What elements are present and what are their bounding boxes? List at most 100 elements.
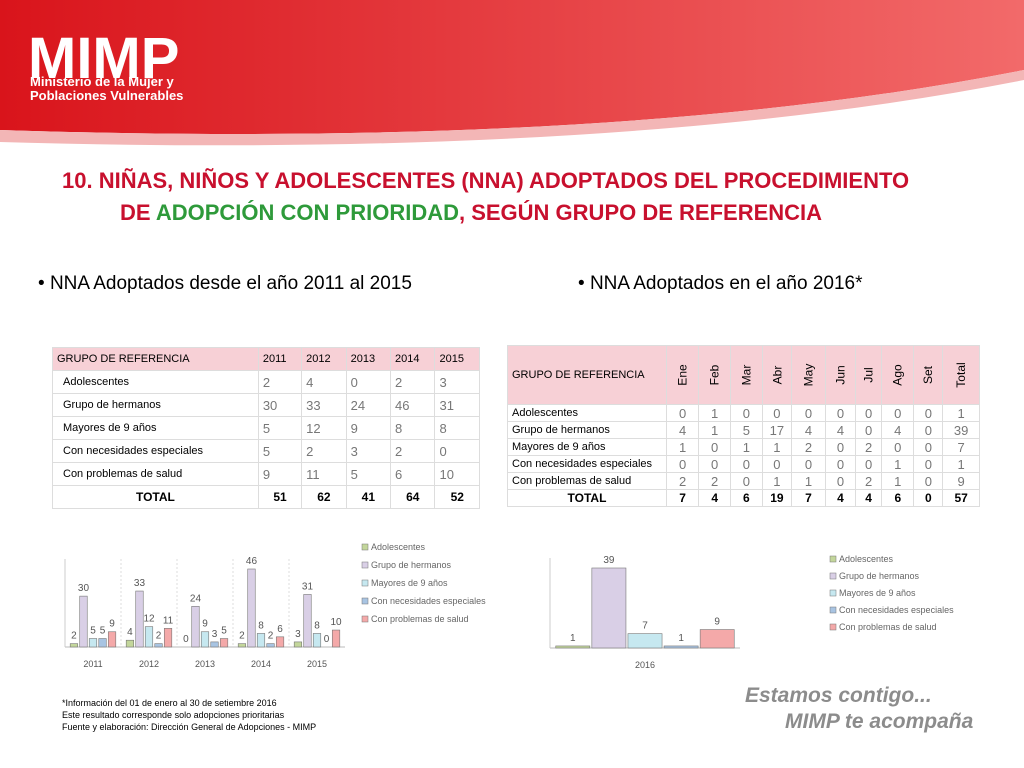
table-row: Con necesidades especiales 0 0 0 0 0 0 0 1 0 1 xyxy=(507,455,980,473)
data-label: 10 xyxy=(330,617,342,628)
header-text: Ene xyxy=(675,364,690,386)
value-cell: 1 xyxy=(942,455,980,473)
value-cell: 8 xyxy=(434,416,480,440)
slogan: Estamos contigo... xyxy=(745,684,932,707)
value-cell: 3 xyxy=(345,439,392,463)
value-cell: 0 xyxy=(913,472,944,490)
bar xyxy=(98,638,107,648)
bar xyxy=(88,638,98,648)
value-cell: 7 xyxy=(791,489,826,507)
data-label: 0 xyxy=(183,634,189,645)
bar xyxy=(256,633,266,648)
bar xyxy=(247,568,256,648)
chart: 2016 1 39 7 1 9 Adolescentes Grupo de hermanos M… xyxy=(549,554,954,670)
value-cell: 6 xyxy=(881,489,915,507)
value-cell: 0 xyxy=(855,421,883,439)
legend-label: Con necesidades especiales xyxy=(839,605,954,615)
header-cell: Set xyxy=(913,345,944,405)
value-cell: 64 xyxy=(390,485,436,509)
label-cell: Mayores de 9 años xyxy=(507,438,667,456)
value-cell: 1 xyxy=(698,404,731,422)
header-row: GRUPO DE REFERENCIA 2011 2012 2013 2014 2015 xyxy=(52,347,480,371)
value-cell: 4 xyxy=(824,489,857,507)
data-label: 7 xyxy=(642,621,648,632)
legend-swatch xyxy=(361,579,369,587)
header-text: Mar xyxy=(739,364,754,386)
label-cell: Grupo de hermanos xyxy=(52,393,259,417)
value-cell: 46 xyxy=(390,393,436,417)
legend-label: Con necesidades especiales xyxy=(371,596,486,606)
value-cell: 0 xyxy=(729,472,763,490)
x-tick-label: 2016 xyxy=(635,660,655,670)
data-label: 2 xyxy=(71,631,77,642)
bar xyxy=(303,594,312,648)
legend-label: Adolescentes xyxy=(839,554,894,564)
header-text: 2015 xyxy=(439,353,464,365)
value-cell: 5 xyxy=(257,416,303,440)
logo: MIMP xyxy=(28,26,179,91)
value-cell: 0 xyxy=(729,455,763,473)
footnote: Fuente y elaboración: Dirección General … xyxy=(62,722,317,732)
label-cell: Con problemas de salud xyxy=(507,472,667,490)
value-cell: 19 xyxy=(761,489,793,507)
data-label: 6 xyxy=(277,624,283,635)
data-label: 9 xyxy=(109,619,115,630)
bar xyxy=(125,639,135,648)
header-text: Total xyxy=(954,362,969,388)
value-cell: 0 xyxy=(913,404,944,422)
bar xyxy=(107,631,117,648)
header-cell: Total xyxy=(942,345,980,405)
value-cell: 1 xyxy=(698,421,731,439)
value-cell: 9 xyxy=(942,472,980,490)
header-text: 2013 xyxy=(350,353,376,365)
data-label: 5 xyxy=(221,626,227,637)
bar xyxy=(219,638,229,648)
title-text: DE xyxy=(120,200,156,225)
header-text: Jul xyxy=(861,367,876,383)
legend-label: Adolescentes xyxy=(371,542,426,552)
header-text: Feb xyxy=(707,364,722,386)
header-cell: Jul xyxy=(855,345,883,405)
x-tick-label: 2014 xyxy=(251,659,271,669)
value-cell: 0 xyxy=(345,370,392,394)
header-text: 2014 xyxy=(395,353,420,365)
value-cell: 9 xyxy=(257,462,303,486)
data-label: 24 xyxy=(190,593,202,604)
value-cell: 0 xyxy=(913,455,944,473)
table-row: Con necesidades especiales 5 2 3 2 0 xyxy=(52,439,480,463)
footnote: *Información del 01 de enero al 30 de se… xyxy=(62,698,277,708)
header-text: May xyxy=(801,363,816,387)
bar xyxy=(663,645,699,649)
header-cell: 2014 xyxy=(390,347,436,371)
table-row: Con problemas de salud 2 2 0 1 1 0 2 1 0 9 xyxy=(507,472,980,490)
x-tick-label: 2012 xyxy=(139,659,159,669)
value-cell: 0 xyxy=(665,404,700,422)
value-cell: 0 xyxy=(855,455,883,473)
value-cell: 51 xyxy=(257,485,303,509)
value-cell: 11 xyxy=(301,462,347,486)
value-cell: 6 xyxy=(390,462,436,486)
value-cell: 5 xyxy=(345,462,392,486)
legend-label: Grupo de hermanos xyxy=(839,571,920,581)
value-cell: 2 xyxy=(698,472,731,490)
value-cell: 0 xyxy=(698,455,731,473)
value-cell: 0 xyxy=(698,438,731,456)
title-line: DE ADOPCIÓN CON PRIORIDAD, SEGÚN GRUPO D… xyxy=(120,200,909,226)
footnotes: *Información del 01 de enero al 30 de se… xyxy=(62,697,316,733)
header-cell: Feb xyxy=(698,345,731,405)
value-cell: 24 xyxy=(345,393,392,417)
value-cell: 41 xyxy=(345,485,392,509)
value-cell: 2 xyxy=(855,438,883,456)
value-cell: 1 xyxy=(942,404,980,422)
table-row: Con problemas de salud 9 11 5 6 10 xyxy=(52,462,480,486)
value-cell: 1 xyxy=(791,472,826,490)
value-cell: 10 xyxy=(434,462,480,486)
value-cell: 0 xyxy=(881,438,915,456)
legend-swatch xyxy=(829,606,837,614)
value-cell: 4 xyxy=(881,421,915,439)
header-text: Jun xyxy=(833,365,848,385)
value-cell: 0 xyxy=(913,438,944,456)
data-label: 5 xyxy=(100,626,106,637)
value-cell: 39 xyxy=(942,421,980,439)
data-label: 3 xyxy=(212,629,218,640)
